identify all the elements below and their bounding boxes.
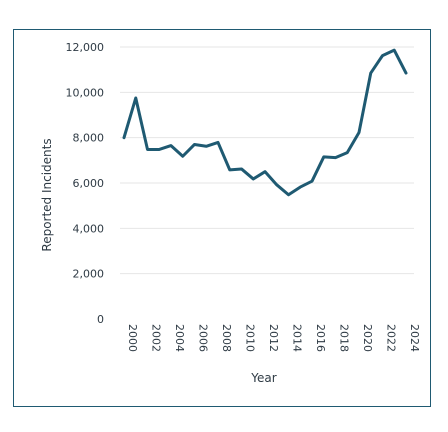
x-tick-label: 2006 xyxy=(197,324,210,352)
y-tick-label: 6,000 xyxy=(73,177,105,190)
y-tick-label: 2,000 xyxy=(73,268,105,281)
x-tick-label: 2014 xyxy=(291,324,304,352)
x-tick-label: 2020 xyxy=(361,324,374,352)
x-tick-label: 2010 xyxy=(244,324,257,352)
x-tick-label: 2002 xyxy=(150,324,163,352)
y-tick-label: 12,000 xyxy=(66,41,105,54)
x-tick-label: 2018 xyxy=(338,324,351,352)
x-axis-ticks: 2000 2002 2004 2006 2008 2010 2012 2014 2016 2018… xyxy=(126,324,421,352)
series-lines xyxy=(122,48,408,197)
x-tick-label: 2012 xyxy=(267,324,280,352)
y-tick-label: 4,000 xyxy=(73,222,105,235)
y-tick-label: 10,000 xyxy=(66,86,105,99)
y-axis-ticks: 0 2,000 4,000 6,000 8,000 10,000 12,000 xyxy=(66,41,105,326)
series-line-0 xyxy=(122,48,408,197)
x-tick-label: 2004 xyxy=(173,324,186,352)
grid-lines xyxy=(120,46,414,275)
x-tick-label: 2016 xyxy=(314,324,327,352)
x-tick-label: 2022 xyxy=(385,324,398,352)
y-axis-title: Reported Incidents xyxy=(40,138,54,251)
x-tick-label: 2000 xyxy=(126,324,139,352)
y-tick-label: 8,000 xyxy=(73,132,105,145)
x-axis-title: Year xyxy=(250,371,276,385)
x-tick-label: 2008 xyxy=(220,324,233,352)
y-tick-label: 0 xyxy=(97,313,104,326)
x-tick-label: 2024 xyxy=(408,324,421,352)
